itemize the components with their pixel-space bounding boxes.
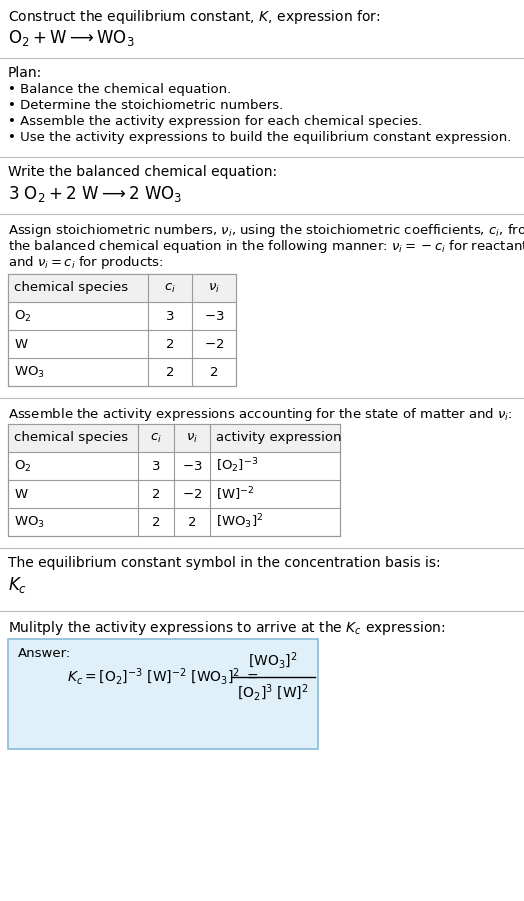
- Text: $c_i$: $c_i$: [150, 432, 162, 444]
- Text: Assign stoichiometric numbers, $\nu_i$, using the stoichiometric coefficients, $: Assign stoichiometric numbers, $\nu_i$, …: [8, 222, 524, 239]
- Text: 2: 2: [166, 338, 174, 350]
- Text: $\nu_i$: $\nu_i$: [208, 281, 220, 295]
- Text: $c_i$: $c_i$: [164, 281, 176, 295]
- Text: • Assemble the activity expression for each chemical species.: • Assemble the activity expression for e…: [8, 115, 422, 128]
- Text: The equilibrium constant symbol in the concentration basis is:: The equilibrium constant symbol in the c…: [8, 556, 441, 570]
- Text: $\mathrm{W}$: $\mathrm{W}$: [14, 487, 29, 500]
- Text: $\mathrm{W}$: $\mathrm{W}$: [14, 338, 29, 350]
- Text: $\mathrm{O_2 + W \longrightarrow WO_3}$: $\mathrm{O_2 + W \longrightarrow WO_3}$: [8, 28, 135, 48]
- Text: $-3$: $-3$: [182, 460, 202, 472]
- Text: 2: 2: [152, 487, 160, 500]
- Text: $3\ \mathrm{O_2} + 2\ \mathrm{W} \longrightarrow 2\ \mathrm{WO_3}$: $3\ \mathrm{O_2} + 2\ \mathrm{W} \longri…: [8, 184, 182, 204]
- Text: $K_c = [\mathrm{O_2}]^{-3}\ [\mathrm{W}]^{-2}\ [\mathrm{WO_3}]^{2}\ =$: $K_c = [\mathrm{O_2}]^{-3}\ [\mathrm{W}]…: [67, 667, 259, 687]
- Text: • Determine the stoichiometric numbers.: • Determine the stoichiometric numbers.: [8, 99, 283, 112]
- FancyBboxPatch shape: [8, 639, 318, 749]
- Text: the balanced chemical equation in the following manner: $\nu_i = -c_i$ for react: the balanced chemical equation in the fo…: [8, 238, 524, 255]
- Bar: [8, 274, 236, 302]
- Text: Assemble the activity expressions accounting for the state of matter and $\nu_i$: Assemble the activity expressions accoun…: [8, 406, 512, 423]
- Bar: [8, 424, 340, 536]
- Text: Write the balanced chemical equation:: Write the balanced chemical equation:: [8, 165, 277, 179]
- Text: Plan:: Plan:: [8, 66, 42, 80]
- Text: $\nu_i$: $\nu_i$: [186, 432, 198, 444]
- Text: Answer:: Answer:: [18, 647, 71, 660]
- Text: chemical species: chemical species: [14, 281, 128, 295]
- Text: $\mathrm{O_2}$: $\mathrm{O_2}$: [14, 459, 31, 474]
- Text: • Balance the chemical equation.: • Balance the chemical equation.: [8, 83, 231, 96]
- Text: $\mathrm{WO_3}$: $\mathrm{WO_3}$: [14, 364, 45, 379]
- Text: $[\mathrm{WO_3}]^{2}$: $[\mathrm{WO_3}]^{2}$: [216, 513, 263, 532]
- Text: 2: 2: [152, 515, 160, 529]
- Text: 2: 2: [166, 366, 174, 378]
- Text: $[\mathrm{O_2}]^{3}\ [\mathrm{W}]^{2}$: $[\mathrm{O_2}]^{3}\ [\mathrm{W}]^{2}$: [237, 683, 309, 703]
- Text: $-3$: $-3$: [204, 310, 224, 323]
- Text: $-2$: $-2$: [182, 487, 202, 500]
- Text: $\mathrm{O_2}$: $\mathrm{O_2}$: [14, 308, 31, 323]
- Text: and $\nu_i = c_i$ for products:: and $\nu_i = c_i$ for products:: [8, 254, 163, 271]
- Text: Construct the equilibrium constant, $K$, expression for:: Construct the equilibrium constant, $K$,…: [8, 8, 380, 26]
- Text: • Use the activity expressions to build the equilibrium constant expression.: • Use the activity expressions to build …: [8, 131, 511, 144]
- Bar: [8, 274, 236, 386]
- Text: 2: 2: [188, 515, 196, 529]
- Text: activity expression: activity expression: [216, 432, 342, 444]
- Text: $[\mathrm{W}]^{-2}$: $[\mathrm{W}]^{-2}$: [216, 486, 254, 503]
- Text: $-2$: $-2$: [204, 338, 224, 350]
- Text: $[\mathrm{O_2}]^{-3}$: $[\mathrm{O_2}]^{-3}$: [216, 457, 258, 476]
- Text: $K_c$: $K_c$: [8, 575, 27, 595]
- Text: Mulitply the activity expressions to arrive at the $K_c$ expression:: Mulitply the activity expressions to arr…: [8, 619, 445, 637]
- Text: 2: 2: [210, 366, 219, 378]
- Text: $\mathrm{WO_3}$: $\mathrm{WO_3}$: [14, 514, 45, 530]
- Bar: [8, 424, 340, 452]
- Text: 3: 3: [152, 460, 160, 472]
- Text: chemical species: chemical species: [14, 432, 128, 444]
- Text: 3: 3: [166, 310, 174, 323]
- Text: $[\mathrm{WO_3}]^{2}$: $[\mathrm{WO_3}]^{2}$: [248, 651, 298, 671]
